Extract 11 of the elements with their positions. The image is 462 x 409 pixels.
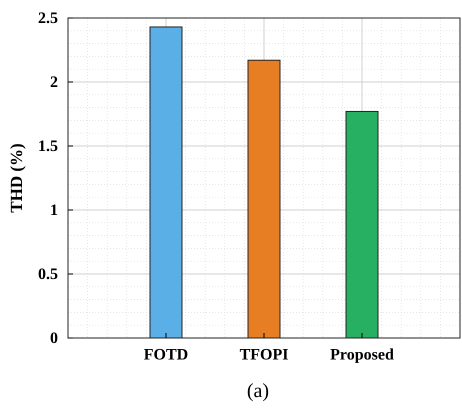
y-tick-label: 0 (50, 330, 58, 348)
y-tick-label: 2.5 (38, 10, 58, 28)
x-tick-label: Proposed (330, 346, 394, 364)
y-tick-label: 1.5 (38, 138, 58, 156)
text: (a) (246, 380, 270, 402)
x-tick-label: TFOPI (240, 346, 288, 364)
x-tick-label: FOTD (144, 346, 188, 364)
y-tick-label: 0.5 (38, 266, 58, 284)
y-axis-title: THD (%) (7, 143, 26, 213)
y-tick-label: 1 (50, 202, 58, 220)
y-tick-label: 2 (50, 74, 58, 92)
